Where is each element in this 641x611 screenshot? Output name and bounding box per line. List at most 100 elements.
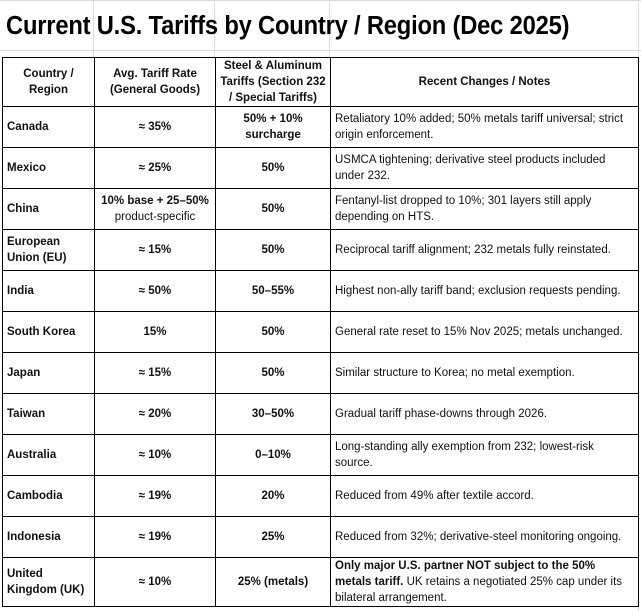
table-row: Taiwan ≈ 20% 30–50% Gradual tariff phase-do… <box>2 393 639 435</box>
cell-country[interactable]: India <box>2 270 95 312</box>
header-steel-aluminum[interactable]: Steel & Aluminum Tariffs (Section 232 / … <box>215 57 331 107</box>
table-row: Japan ≈ 15% 50% Similar structure to Korea;… <box>2 352 639 394</box>
table-row: European Union (EU) ≈ 15% 50% Reciprocal ta… <box>2 229 639 271</box>
cell-country[interactable]: Canada <box>2 106 95 148</box>
notes-text: Reciprocal tariff alignment; 232 metals … <box>335 244 611 256</box>
notes-text: Reduced from 32%; derivative-steel monit… <box>335 531 622 543</box>
notes-text: Highest non-ally tariff band; exclusion … <box>335 285 621 297</box>
cell-country[interactable]: Japan <box>2 352 95 394</box>
table-row: India ≈ 50% 50–55% Highest non-ally tariff … <box>2 270 639 312</box>
cell-notes[interactable]: Retaliatory 10% added; 50% metals tariff… <box>330 106 639 148</box>
cell-steel-aluminum[interactable]: 25% (metals) <box>215 557 331 607</box>
table-row: Canada ≈ 35% 50% + 10% surcharge Retaliator… <box>2 106 639 148</box>
table-row: Australia ≈ 10% 0–10% Long-standing ally ex… <box>2 434 639 476</box>
avg-tariff-value: ≈ 50% <box>138 285 172 297</box>
cell-avg-tariff[interactable]: ≈ 35% <box>94 106 216 148</box>
gridline <box>214 0 215 57</box>
cell-country[interactable]: China <box>2 188 95 230</box>
notes-text: Similar structure to Korea; no metal exe… <box>335 367 575 379</box>
cell-avg-tariff[interactable]: 15% <box>94 311 216 353</box>
table-row: Cambodia ≈ 19% 20% Reduced from 49% after t… <box>2 475 639 517</box>
gridline <box>638 0 639 611</box>
avg-tariff-value: ≈ 15% <box>138 367 172 379</box>
cell-notes[interactable]: USMCA tightening; derivative steel produ… <box>330 147 639 189</box>
cell-avg-tariff[interactable]: ≈ 19% <box>94 516 216 558</box>
avg-tariff-value: ≈ 25% <box>138 162 172 174</box>
cell-country[interactable]: Cambodia <box>2 475 95 517</box>
cell-steel-aluminum[interactable]: 50% <box>215 352 331 394</box>
cell-steel-aluminum[interactable]: 20% <box>215 475 331 517</box>
notes-text: General rate reset to 15% Nov 2025; meta… <box>335 326 623 338</box>
avg-tariff-value: ≈ 20% <box>138 408 172 420</box>
notes-text: Retaliatory 10% added; 50% metals tariff… <box>335 113 624 141</box>
cell-avg-tariff[interactable]: ≈ 10% <box>94 557 216 607</box>
cell-steel-aluminum[interactable]: 50% <box>215 311 331 353</box>
cell-avg-tariff[interactable]: ≈ 19% <box>94 475 216 517</box>
tariff-table: Country / Region Avg. Tariff Rate (Gener… <box>2 57 639 607</box>
avg-tariff-value: ≈ 10% <box>138 576 172 588</box>
avg-tariff-value: ≈ 19% <box>138 490 172 502</box>
cell-notes[interactable]: Only major U.S. partner NOT subject to t… <box>330 557 639 607</box>
cell-steel-aluminum[interactable]: 50% + 10% surcharge <box>215 106 331 148</box>
cell-notes[interactable]: Reduced from 49% after textile accord. <box>330 475 639 517</box>
cell-steel-aluminum[interactable]: 25% <box>215 516 331 558</box>
cell-steel-aluminum[interactable]: 0–10% <box>215 434 331 476</box>
cell-notes[interactable]: Similar structure to Korea; no metal exe… <box>330 352 639 394</box>
table-row: United Kingdom (UK) ≈ 10% 25% (metals) Only… <box>2 557 639 607</box>
cell-steel-aluminum[interactable]: 30–50% <box>215 393 331 435</box>
cell-notes[interactable]: Reduced from 32%; derivative-steel monit… <box>330 516 639 558</box>
cell-avg-tariff[interactable]: ≈ 20% <box>94 393 216 435</box>
cell-avg-tariff[interactable]: ≈ 15% <box>94 352 216 394</box>
notes-text: Gradual tariff phase-downs through 2026. <box>335 408 548 420</box>
avg-tariff-value: 15% <box>143 326 167 338</box>
table-row: Mexico ≈ 25% 50% USMCA tightening; derivati… <box>2 147 639 189</box>
cell-country[interactable]: Australia <box>2 434 95 476</box>
avg-tariff-subnote: product-specific <box>114 211 196 223</box>
gridline <box>0 0 641 1</box>
cell-steel-aluminum[interactable]: 50% <box>215 188 331 230</box>
avg-tariff-value: ≈ 10% <box>138 449 172 461</box>
gridline <box>329 0 330 57</box>
table-row: China 10% base + 25–50% product-specific 50… <box>2 188 639 230</box>
page-title: Current U.S. Tariffs by Country / Region… <box>6 12 570 40</box>
cell-avg-tariff[interactable]: ≈ 15% <box>94 229 216 271</box>
gridline <box>0 50 641 51</box>
cell-country[interactable]: Mexico <box>2 147 95 189</box>
notes-text: Fentanyl-list dropped to 10%; 301 layers… <box>335 195 592 223</box>
cell-steel-aluminum[interactable]: 50% <box>215 229 331 271</box>
header-avg-tariff[interactable]: Avg. Tariff Rate (General Goods) <box>94 57 216 107</box>
header-country[interactable]: Country / Region <box>2 57 95 107</box>
avg-tariff-value: ≈ 15% <box>138 244 172 256</box>
cell-country[interactable]: United Kingdom (UK) <box>2 557 95 607</box>
header-notes[interactable]: Recent Changes / Notes <box>330 57 639 107</box>
avg-tariff-value: ≈ 35% <box>138 121 172 133</box>
cell-notes[interactable]: Fentanyl-list dropped to 10%; 301 layers… <box>330 188 639 230</box>
table-body: Canada ≈ 35% 50% + 10% surcharge Retaliator… <box>2 106 639 607</box>
cell-avg-tariff[interactable]: ≈ 25% <box>94 147 216 189</box>
cell-notes[interactable]: Reciprocal tariff alignment; 232 metals … <box>330 229 639 271</box>
cell-notes[interactable]: General rate reset to 15% Nov 2025; meta… <box>330 311 639 353</box>
cell-country[interactable]: European Union (EU) <box>2 229 95 271</box>
cell-notes[interactable]: Long-standing ally exemption from 232; l… <box>330 434 639 476</box>
header-row: Country / Region Avg. Tariff Rate (Gener… <box>2 57 639 107</box>
cell-avg-tariff[interactable]: 10% base + 25–50% product-specific <box>94 188 216 230</box>
notes-text: Long-standing ally exemption from 232; l… <box>335 441 594 469</box>
notes-emphasis: Only major U.S. partner NOT subject to t… <box>335 560 596 588</box>
cell-avg-tariff[interactable]: ≈ 10% <box>94 434 216 476</box>
table-row: South Korea 15% 50% General rate reset to 1… <box>2 311 639 353</box>
avg-tariff-value: 10% base + 25–50% <box>101 195 209 207</box>
cell-avg-tariff[interactable]: ≈ 50% <box>94 270 216 312</box>
cell-steel-aluminum[interactable]: 50–55% <box>215 270 331 312</box>
gridline <box>93 0 94 57</box>
cell-notes[interactable]: Gradual tariff phase-downs through 2026. <box>330 393 639 435</box>
notes-text: Reduced from 49% after textile accord. <box>335 490 534 502</box>
cell-country[interactable]: South Korea <box>2 311 95 353</box>
cell-country[interactable]: Taiwan <box>2 393 95 435</box>
notes-text: UK retains a negotiated 25% cap under it… <box>335 576 623 604</box>
cell-steel-aluminum[interactable]: 50% <box>215 147 331 189</box>
avg-tariff-value: ≈ 19% <box>138 531 172 543</box>
cell-notes[interactable]: Highest non-ally tariff band; exclusion … <box>330 270 639 312</box>
table-row: Indonesia ≈ 19% 25% Reduced from 32%; deriv… <box>2 516 639 558</box>
cell-country[interactable]: Indonesia <box>2 516 95 558</box>
notes-text: USMCA tightening; derivative steel produ… <box>335 154 606 182</box>
